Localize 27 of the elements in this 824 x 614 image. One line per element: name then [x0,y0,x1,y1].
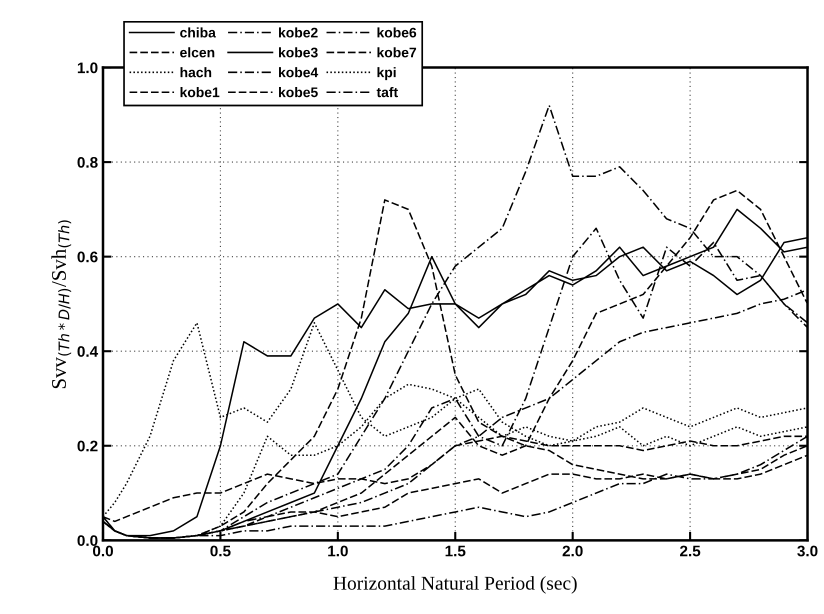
y-tick-label: 0.2 [78,440,98,452]
legend-label: kobe3 [279,47,318,58]
legend-label: kobe1 [180,87,220,98]
x-tick-label: 0.0 [92,546,113,556]
legend-label: kobe2 [279,27,318,38]
x-tick-label: 0.5 [210,546,231,556]
x-tick-label: 1.0 [328,546,348,556]
legend-label: elcen [180,47,214,58]
legend-label: kobe5 [279,87,318,98]
legend-label: kobe4 [279,67,318,78]
legend-label: hach [180,67,212,78]
legend-label: kobe6 [378,27,416,38]
x-axis-title: Horizontal Natural Period (sec) [334,576,577,594]
y-tick-label: 1.0 [78,62,98,74]
y-tick-label: 0.0 [78,535,98,546]
legend-label: kobe7 [378,47,416,58]
legend-label: kpi [378,67,396,80]
legend-label: taft [376,87,398,98]
y-tick-label: 0.6 [78,252,98,262]
y-axis-title: Svv$_{(Th*D/H)}$/Svh$_{(Th)}$ [51,220,72,388]
legend-label: chiba [180,27,216,38]
y-tick-label: 0.8 [78,156,98,168]
x-tick-label: 2.5 [680,546,700,556]
x-tick-label: 3.0 [797,546,818,556]
x-tick-label: 1.5 [446,546,466,556]
x-tick-label: 2.0 [562,546,583,556]
y-tick-label: 0.4 [78,346,98,357]
